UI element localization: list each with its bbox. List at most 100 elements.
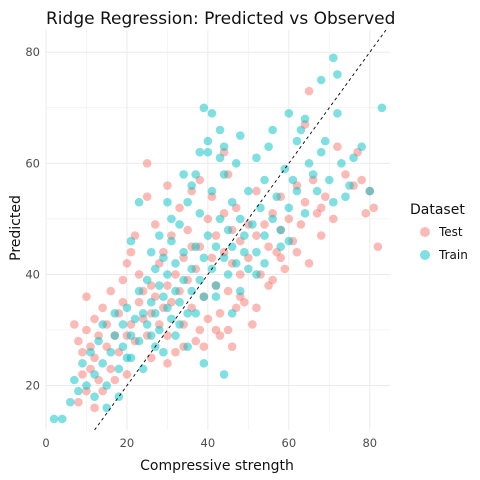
point-train (219, 370, 229, 379)
point-train (163, 197, 172, 207)
point-train (207, 186, 217, 196)
point-train (90, 370, 99, 379)
x-tick-label: 0 (42, 436, 49, 450)
point-test (171, 347, 180, 357)
point-train (329, 53, 338, 63)
point-train (159, 253, 168, 263)
point-train (284, 236, 294, 246)
point-train (191, 309, 201, 318)
point-test (264, 242, 273, 251)
point-test (150, 220, 160, 229)
point-train (122, 353, 132, 363)
point-train (292, 136, 302, 146)
point-test (276, 253, 286, 263)
point-train (240, 231, 249, 240)
legend: Dataset Test Train (410, 202, 468, 262)
point-train (199, 359, 209, 368)
point-test (223, 286, 233, 296)
point-train (244, 186, 253, 196)
point-train (304, 159, 314, 168)
point-train (150, 309, 160, 318)
point-train (191, 242, 201, 251)
point-train (159, 292, 168, 301)
point-test (70, 320, 79, 329)
point-train (155, 231, 164, 240)
point-train (195, 147, 205, 157)
point-train (316, 147, 326, 157)
point-train (292, 186, 302, 196)
point-train (171, 286, 180, 296)
data-points (49, 53, 387, 424)
plot-panel (45, 29, 390, 431)
point-test (203, 314, 213, 324)
point-train (146, 297, 156, 307)
point-train (349, 153, 358, 163)
point-train (215, 214, 225, 224)
point-train (268, 125, 277, 135)
point-train (357, 142, 366, 151)
point-train (114, 364, 124, 374)
point-test (227, 342, 237, 351)
point-train (264, 142, 273, 151)
point-test (106, 364, 116, 374)
point-test (171, 270, 180, 279)
point-test (122, 259, 132, 268)
point-train (215, 125, 225, 135)
point-train (296, 125, 306, 135)
point-test (369, 203, 379, 213)
point-train (122, 303, 132, 313)
point-train (74, 386, 83, 396)
point-train (130, 314, 140, 324)
point-train (199, 253, 209, 263)
point-train (207, 109, 217, 118)
point-test (223, 325, 233, 335)
point-train (57, 414, 67, 424)
y-tick-label: 20 (25, 379, 40, 393)
point-test (341, 170, 350, 179)
point-test (146, 353, 156, 363)
chart-title: Ridge Regression: Predicted vs Observed (46, 9, 395, 29)
point-test (142, 192, 152, 201)
point-test (357, 175, 366, 185)
point-train (134, 197, 144, 207)
point-test (134, 297, 144, 307)
point-train (211, 242, 221, 251)
point-train (126, 236, 136, 246)
point-train (126, 331, 136, 340)
point-train (341, 192, 350, 201)
point-train (118, 320, 128, 329)
point-train (146, 331, 156, 340)
point-train (235, 131, 245, 140)
point-test (163, 359, 172, 368)
point-test (163, 181, 172, 190)
point-test (316, 231, 326, 240)
point-train (155, 325, 164, 335)
point-train (134, 336, 144, 346)
x-tick-label: 80 (362, 436, 377, 450)
point-test (268, 275, 277, 285)
point-train (179, 275, 188, 285)
point-train (288, 175, 298, 185)
point-test (82, 325, 91, 335)
point-train (98, 320, 107, 329)
point-train (248, 220, 257, 229)
point-train (90, 392, 99, 401)
point-train (65, 397, 75, 407)
point-train (163, 303, 172, 313)
point-train (94, 336, 103, 346)
point-train (179, 170, 188, 179)
point-test (304, 259, 314, 268)
point-train (98, 359, 107, 368)
legend-item-test: Test (420, 225, 463, 239)
point-train (142, 320, 152, 329)
point-test (320, 192, 330, 201)
point-train (134, 286, 144, 296)
point-train (102, 403, 112, 413)
point-train (110, 331, 120, 340)
legend-label-train: Train (438, 248, 468, 262)
legend-title: Dataset (410, 202, 465, 218)
point-train (82, 381, 91, 390)
point-train (138, 309, 148, 318)
point-test (90, 314, 99, 324)
